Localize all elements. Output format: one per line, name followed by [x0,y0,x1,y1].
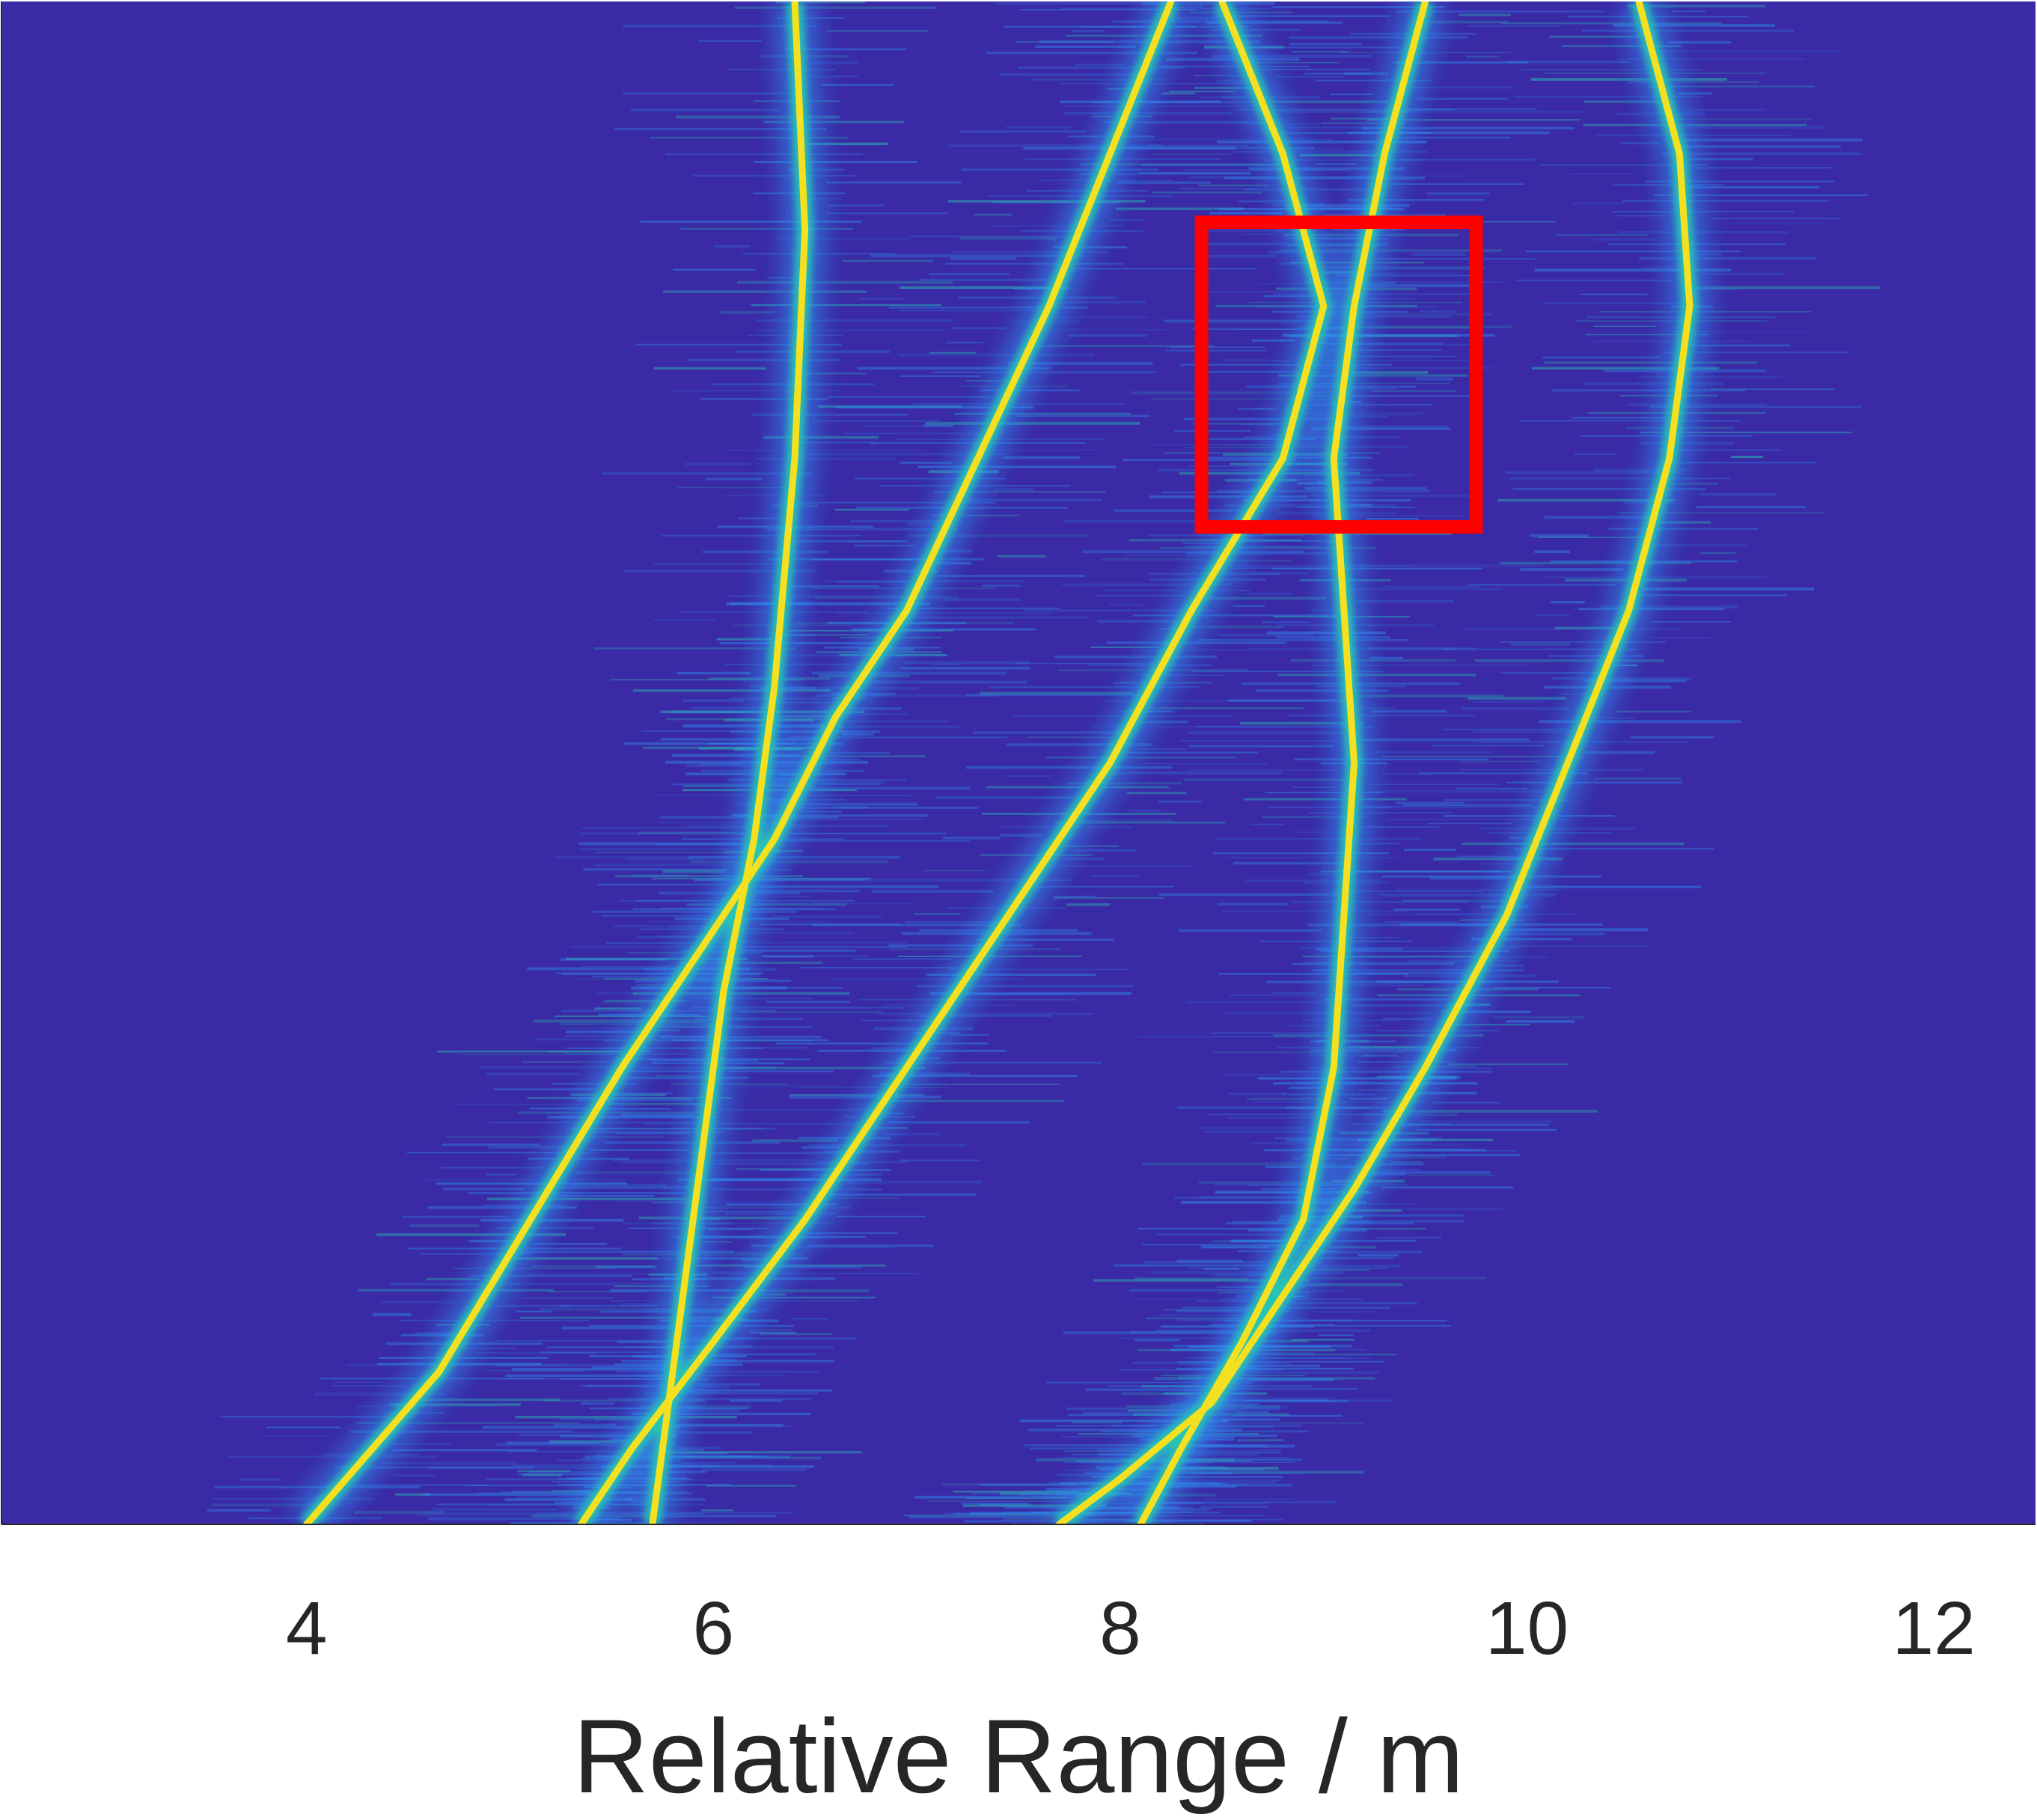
x-tick-label: 12 [1892,1587,1975,1670]
track-core-t2 [303,1,1175,1524]
x-tick-label: 8 [1099,1587,1141,1670]
track-core-t4 [1137,1,1429,1524]
x-axis-ticks: 4 6 8 10 12 [286,1587,1976,1670]
track-cores [303,1,1694,1524]
x-tick-label: 6 [692,1587,734,1670]
track-core-t1 [649,1,809,1524]
track-core-t5 [1055,1,1694,1524]
x-tick-label: 10 [1485,1587,1569,1670]
x-tick-label: 4 [286,1587,328,1670]
highlight-box [1194,216,1483,534]
track-core-t3 [578,1,1328,1524]
plot-area [1,1,2036,1524]
x-axis-title: Relative Range / m [573,1697,1465,1815]
